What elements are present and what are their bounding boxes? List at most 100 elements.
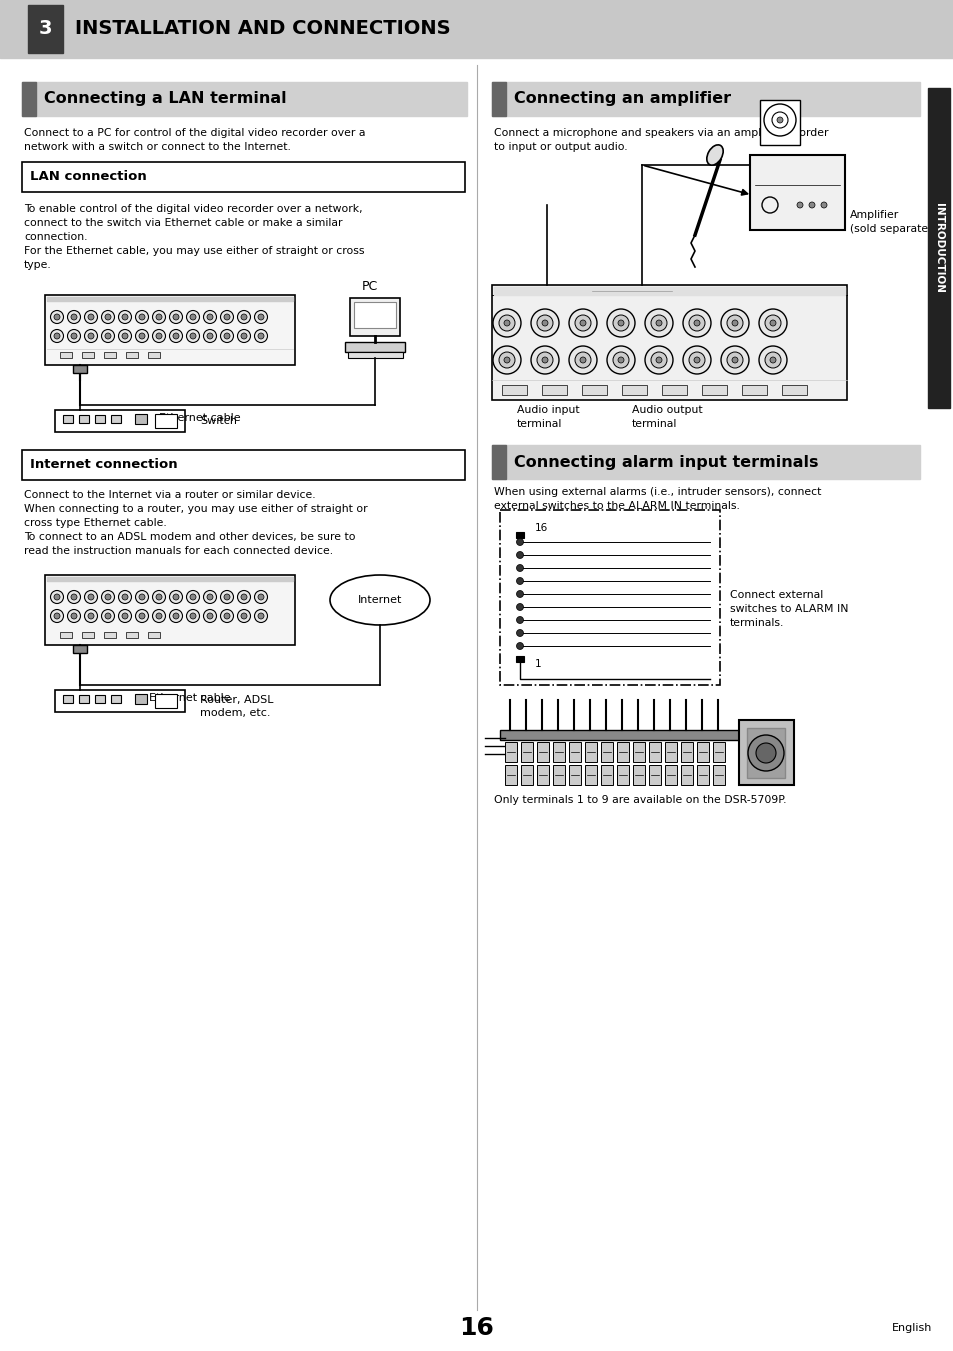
Circle shape	[85, 590, 97, 604]
Bar	[712, 742, 724, 762]
Bar	[22, 162, 464, 192]
Bar	[600, 765, 613, 785]
Bar	[584, 742, 597, 762]
Bar	[148, 632, 160, 638]
Circle shape	[516, 565, 523, 571]
Bar	[55, 690, 185, 712]
Text: To enable control of the digital video recorder over a network,
connect to the s: To enable control of the digital video r…	[24, 204, 364, 270]
Bar	[154, 694, 177, 708]
Circle shape	[88, 594, 94, 600]
Circle shape	[51, 590, 64, 604]
Bar	[154, 413, 177, 428]
Bar	[22, 82, 36, 116]
Bar	[584, 765, 597, 785]
Text: Audio output
terminal: Audio output terminal	[631, 405, 702, 430]
Bar	[60, 353, 71, 358]
Text: PC: PC	[361, 280, 377, 293]
Bar	[617, 765, 628, 785]
Bar	[494, 286, 844, 295]
Circle shape	[516, 590, 523, 597]
Bar	[135, 413, 147, 424]
Circle shape	[650, 353, 666, 367]
Circle shape	[207, 332, 213, 339]
Circle shape	[71, 594, 77, 600]
Bar	[95, 415, 105, 423]
Circle shape	[224, 332, 230, 339]
Circle shape	[156, 613, 162, 619]
Circle shape	[237, 590, 251, 604]
Bar	[0, 0, 953, 58]
Circle shape	[516, 577, 523, 585]
Circle shape	[516, 604, 523, 611]
Text: Internet: Internet	[357, 594, 402, 605]
Circle shape	[693, 357, 700, 363]
Bar	[73, 365, 87, 373]
Circle shape	[101, 311, 114, 323]
Circle shape	[493, 309, 520, 336]
Circle shape	[88, 332, 94, 339]
Circle shape	[51, 311, 64, 323]
Circle shape	[241, 594, 247, 600]
Circle shape	[105, 594, 111, 600]
Text: English: English	[891, 1323, 931, 1333]
Circle shape	[220, 609, 233, 623]
Text: Router, ADSL
modem, etc.: Router, ADSL modem, etc.	[200, 694, 274, 719]
Bar	[680, 765, 692, 785]
Circle shape	[726, 353, 742, 367]
Bar	[537, 765, 548, 785]
Circle shape	[503, 320, 510, 326]
Circle shape	[118, 330, 132, 343]
Circle shape	[88, 613, 94, 619]
Circle shape	[257, 613, 264, 619]
Text: 1: 1	[535, 659, 541, 669]
Circle shape	[186, 609, 199, 623]
Circle shape	[237, 330, 251, 343]
Circle shape	[139, 613, 145, 619]
Circle shape	[207, 613, 213, 619]
Circle shape	[172, 332, 179, 339]
Circle shape	[755, 743, 775, 763]
Circle shape	[241, 613, 247, 619]
Circle shape	[68, 330, 80, 343]
Bar	[95, 694, 105, 703]
Ellipse shape	[706, 145, 722, 165]
Circle shape	[203, 311, 216, 323]
Circle shape	[769, 357, 775, 363]
Bar	[568, 765, 580, 785]
Circle shape	[118, 609, 132, 623]
Circle shape	[190, 613, 195, 619]
Circle shape	[135, 590, 149, 604]
Text: Only terminals 1 to 9 are available on the DSR-5709P.: Only terminals 1 to 9 are available on t…	[494, 794, 785, 805]
Bar	[126, 632, 138, 638]
Circle shape	[207, 313, 213, 320]
Circle shape	[152, 590, 165, 604]
Circle shape	[568, 346, 597, 374]
Bar	[520, 742, 533, 762]
Circle shape	[764, 315, 781, 331]
Bar	[63, 415, 73, 423]
Circle shape	[516, 551, 523, 558]
Circle shape	[85, 330, 97, 343]
Text: 3: 3	[38, 19, 51, 38]
Circle shape	[122, 613, 128, 619]
Text: Ethernet cable: Ethernet cable	[149, 693, 231, 703]
Circle shape	[203, 330, 216, 343]
Circle shape	[156, 594, 162, 600]
Bar	[354, 303, 395, 328]
Circle shape	[190, 332, 195, 339]
Bar	[345, 342, 405, 353]
Bar	[492, 444, 919, 480]
Circle shape	[122, 313, 128, 320]
Circle shape	[54, 332, 60, 339]
Circle shape	[688, 315, 704, 331]
Circle shape	[257, 313, 264, 320]
Circle shape	[186, 590, 199, 604]
Bar	[617, 742, 628, 762]
Circle shape	[170, 311, 182, 323]
Circle shape	[613, 353, 628, 367]
Circle shape	[498, 315, 515, 331]
Circle shape	[220, 311, 233, 323]
Circle shape	[644, 346, 672, 374]
Bar	[781, 385, 806, 394]
Circle shape	[122, 332, 128, 339]
